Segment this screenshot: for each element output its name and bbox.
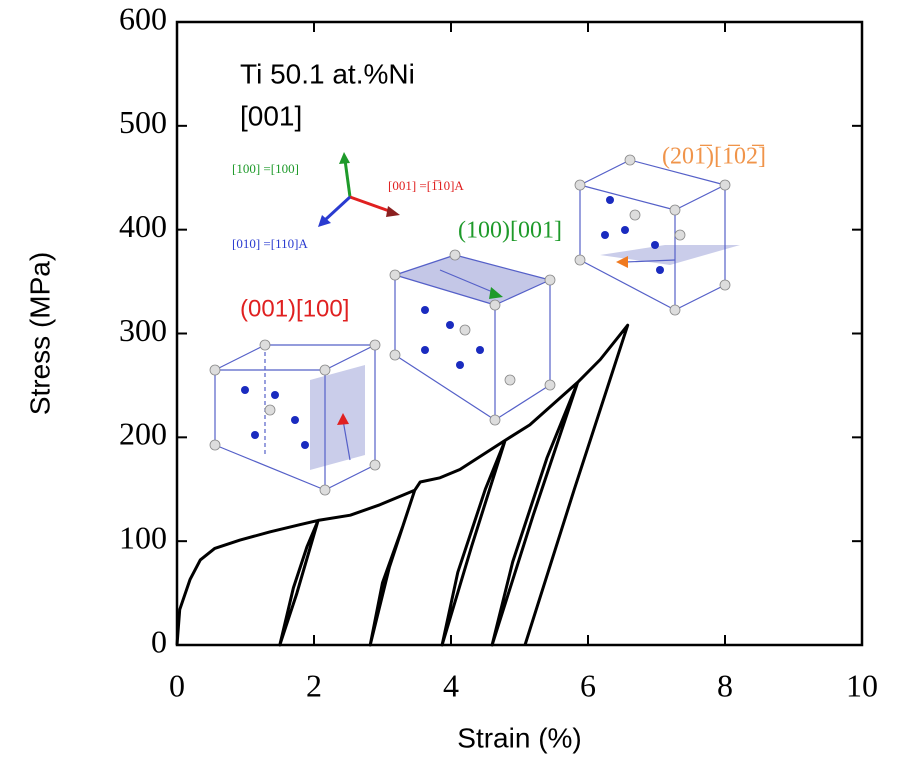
y-tick-label: 200 [119, 416, 167, 452]
annotation: (100)[001] [458, 218, 562, 244]
stress-strain-curve [175, 323, 630, 647]
crystal-cell [574, 154, 740, 316]
annotation: (001)[100] [240, 295, 349, 322]
y-tick-label: 100 [119, 520, 167, 556]
annotation: [010] =[110]A [232, 236, 308, 251]
x-tick-label: 6 [580, 667, 596, 703]
y-tick-label: 400 [119, 208, 167, 244]
x-tick-label: 4 [443, 667, 459, 703]
axis-triad [318, 152, 400, 227]
x-tick-label: 10 [846, 667, 878, 703]
crystal-cell [209, 339, 381, 496]
y-axis-title: Stress (MPa) [24, 252, 55, 415]
y-tick-label: 500 [119, 104, 167, 140]
x-tick-label: 2 [306, 667, 322, 703]
y-tick-label: 0 [151, 623, 167, 659]
y-tick-label: 600 [119, 0, 167, 36]
annotation: [001] =[1̅10]A [388, 178, 464, 193]
annotation: [100] =[100] [232, 161, 299, 176]
annotation: (201̅)[1̅02̅] [662, 144, 766, 170]
crystal-cell [389, 249, 556, 426]
y-tick-label: 300 [119, 312, 167, 348]
annotation: [001] [240, 100, 302, 131]
x-tick-label: 0 [169, 667, 185, 703]
annotation: Ti 50.1 at.%Ni [240, 58, 415, 89]
x-axis-title: Strain (%) [457, 722, 581, 753]
x-tick-label: 8 [717, 667, 733, 703]
